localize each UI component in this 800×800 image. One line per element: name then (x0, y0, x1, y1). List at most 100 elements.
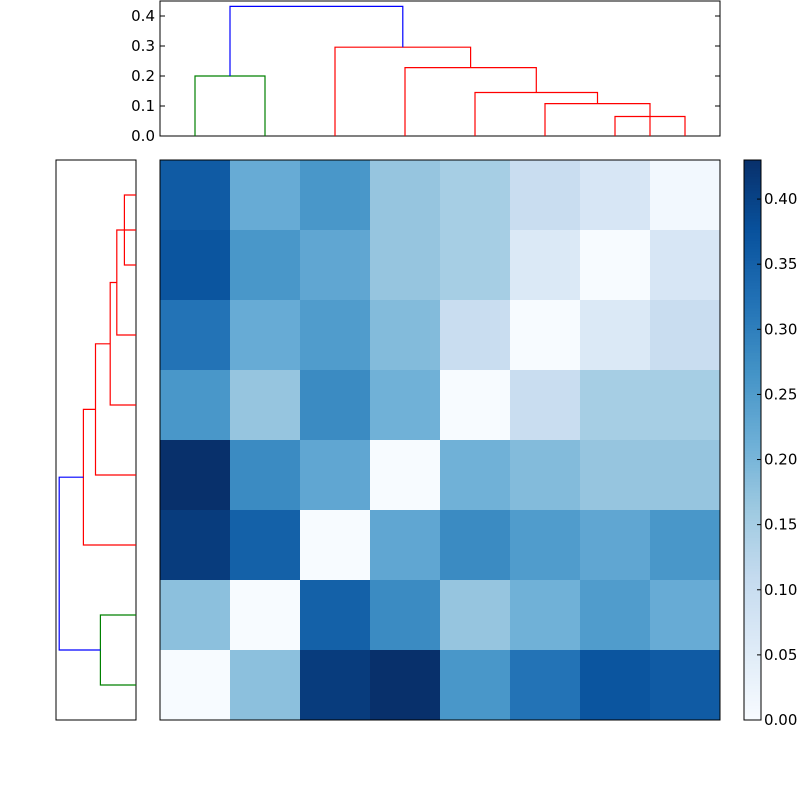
heatmap-cell-r7-c1 (230, 650, 301, 721)
colorbar-segment-35 (744, 258, 761, 262)
colorbar-segment-167 (744, 627, 761, 631)
heatmap-cell-r2-c3 (370, 300, 441, 371)
colorbar-segment-164 (744, 619, 761, 623)
colorbar-segment-77 (744, 375, 761, 379)
colorbar-segment-156 (744, 596, 761, 600)
colorbar-segment-176 (744, 652, 761, 656)
colorbar-tick-label-6: 0.30 (764, 320, 797, 338)
left-dendrogram-link-4 (94, 343, 136, 476)
heatmap-frame (159, 159, 721, 721)
colorbar: 0.00 0.05 0.10 0.15 0.20 0.25 0.30 0.35 0.40 (743, 159, 797, 729)
colorbar-segment-182 (744, 669, 761, 673)
top-dendrogram-frame (159, 0, 721, 137)
colorbar-segment-56 (744, 316, 761, 320)
colorbar-segment-198 (744, 714, 761, 718)
colorbar-segment-91 (744, 414, 761, 418)
colorbar-segment-121 (744, 498, 761, 502)
colorbar-segment-149 (744, 577, 761, 581)
colorbar-segment-47 (744, 291, 761, 295)
heatmap-cell-r5-c0 (160, 510, 231, 581)
colorbar-segment-148 (744, 574, 761, 578)
colorbar-segment-169 (744, 633, 761, 637)
colorbar-segment-197 (744, 711, 761, 715)
colorbar-segment-63 (744, 336, 761, 340)
colorbar-segment-137 (744, 543, 761, 547)
heatmap-cell-r5-c7 (650, 510, 721, 581)
colorbar-segment-145 (744, 566, 761, 570)
colorbar-segment-106 (744, 456, 761, 460)
colorbar-tick-label-1: 0.05 (764, 646, 797, 664)
heatmap-cell-r4-c6 (580, 440, 651, 511)
heatmap-cell-r7-c3 (370, 650, 441, 721)
colorbar-segment-113 (744, 476, 761, 480)
colorbar-segment-132 (744, 529, 761, 533)
colorbar-segment-158 (744, 602, 761, 606)
colorbar-segment-66 (744, 344, 761, 348)
colorbar-segment-69 (744, 353, 761, 357)
colorbar-segment-16 (744, 204, 761, 208)
colorbar-segment-10 (744, 188, 761, 192)
colorbar-segment-12 (744, 193, 761, 197)
colorbar-segment-70 (744, 356, 761, 360)
heatmap-cell-r0-c0 (160, 160, 231, 231)
heatmap-cell-r1-c3 (370, 230, 441, 301)
top-dendrogram-link-3 (474, 91, 599, 136)
colorbar-segment-117 (744, 487, 761, 491)
colorbar-segment-166 (744, 624, 761, 628)
colorbar-segment-18 (744, 210, 761, 214)
colorbar-segment-161 (744, 610, 761, 614)
heatmap-cell-r3-c5 (510, 370, 581, 441)
left-dendrogram (55, 159, 137, 721)
colorbar-segment-80 (744, 384, 761, 388)
colorbar-segment-116 (744, 484, 761, 488)
colorbar-segment-152 (744, 585, 761, 589)
heatmap-cell-r5-c4 (440, 510, 511, 581)
colorbar-tick-label-7: 0.35 (764, 255, 797, 273)
colorbar-segment-87 (744, 403, 761, 407)
colorbar-segment-174 (744, 647, 761, 651)
colorbar-segment-119 (744, 493, 761, 497)
top-ytick-label-3: 0.3 (131, 37, 155, 55)
top-dendrogram-link-2 (544, 102, 651, 136)
heatmap-cell-r3-c4 (440, 370, 511, 441)
heatmap-cell-r0-c6 (580, 160, 651, 231)
colorbar-segment-139 (744, 549, 761, 553)
colorbar-segment-93 (744, 420, 761, 424)
heatmap-cell-r1-c4 (440, 230, 511, 301)
colorbar-segment-186 (744, 680, 761, 684)
colorbar-segment-126 (744, 512, 761, 516)
heatmap-cell-r3-c2 (300, 370, 371, 441)
colorbar-segment-177 (744, 655, 761, 659)
colorbar-segment-60 (744, 328, 761, 332)
colorbar-segment-171 (744, 638, 761, 642)
heatmap-cell-r6-c7 (650, 580, 721, 651)
colorbar-segment-140 (744, 552, 761, 556)
colorbar-segment-29 (744, 241, 761, 245)
top-dendrogram-link-6 (229, 5, 404, 76)
colorbar-segment-38 (744, 266, 761, 270)
colorbar-segment-32 (744, 249, 761, 253)
left-dendrogram-link-6 (58, 476, 101, 651)
colorbar-segment-54 (744, 311, 761, 315)
colorbar-segment-59 (744, 325, 761, 329)
heatmap-cell-r3-c6 (580, 370, 651, 441)
colorbar-segment-131 (744, 526, 761, 530)
heatmap-cell-r4-c0 (160, 440, 231, 511)
colorbar-segment-143 (744, 560, 761, 564)
colorbar-segment-108 (744, 462, 761, 466)
colorbar-segment-184 (744, 675, 761, 679)
colorbar-segment-127 (744, 515, 761, 519)
colorbar-segment-147 (744, 571, 761, 575)
colorbar-segment-24 (744, 227, 761, 231)
colorbar-segment-130 (744, 524, 761, 528)
heatmap-cell-r2-c7 (650, 300, 721, 371)
top-ytick-label-0: 0.0 (131, 127, 155, 145)
colorbar-segment-57 (744, 319, 761, 323)
heatmap-cell-r7-c2 (300, 650, 371, 721)
heatmap-cell-r6-c1 (230, 580, 301, 651)
colorbar-segment-1 (744, 162, 761, 166)
colorbar-segment-48 (744, 294, 761, 298)
heatmap-cell-r1-c1 (230, 230, 301, 301)
colorbar-segment-88 (744, 406, 761, 410)
colorbar-segment-163 (744, 616, 761, 620)
